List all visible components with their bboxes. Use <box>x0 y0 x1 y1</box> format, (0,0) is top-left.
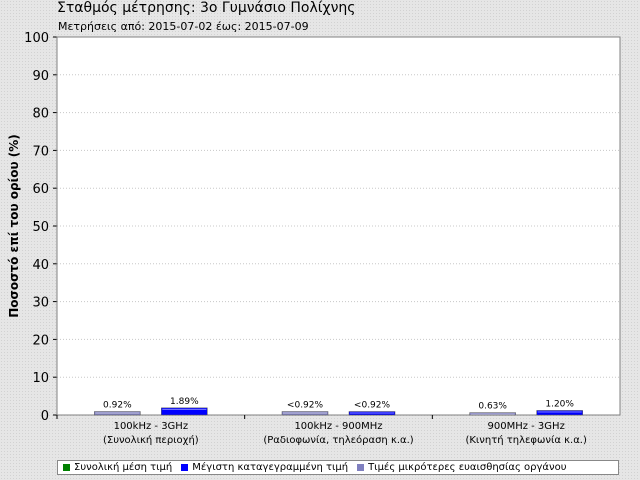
x-category-label: 100kHz - 3GHz <box>114 421 189 432</box>
legend-label-maximum: Μέγιστη καταγεγραμμένη τιμή <box>192 462 349 473</box>
chart-subtitle: Μετρήσεις από: 2015-07-02 έως: 2015-07-0… <box>58 20 309 33</box>
x-category-sublabel: (Ραδιοφωνία, τηλεόραση κ.α.) <box>263 434 413 446</box>
legend-swatch-average <box>63 464 70 471</box>
bar-highlight <box>95 412 140 414</box>
chart-legend: Συνολική μέση τιμή Μέγιστη καταγεγραμμέν… <box>57 460 619 475</box>
bar-highlight <box>350 412 394 414</box>
legend-label-below-sensitivity: Τιμές μικρότερες ευαισθησίας οργάνου <box>368 462 567 473</box>
y-tick-label: 30 <box>32 296 49 311</box>
data-label: 0.92% <box>103 401 132 411</box>
legend-item-maximum: Μέγιστη καταγεγραμμένη τιμή <box>181 462 348 473</box>
y-tick-label: 20 <box>32 333 49 348</box>
y-axis-label: Ποσοστό επί του ορίου (%) <box>7 134 21 318</box>
x-category-sublabel: (Συνολική περιοχή) <box>103 434 199 446</box>
y-tick-label: 40 <box>32 258 49 273</box>
bar-highlight <box>162 408 207 410</box>
bar <box>161 407 208 416</box>
y-tick-label: 0 <box>41 409 49 424</box>
legend-item-below-sensitivity: Τιμές μικρότερες ευαισθησίας οργάνου <box>357 462 567 473</box>
data-label: 0.63% <box>478 402 507 412</box>
chart-title: Σταθμός μέτρησης: 3ο Γυμνάσιο Πολίχνης <box>57 0 356 16</box>
legend-swatch-maximum <box>181 464 189 471</box>
y-tick-label: 10 <box>32 371 49 386</box>
y-tick-label: 60 <box>32 182 49 197</box>
data-label: <0.92% <box>354 401 391 411</box>
legend-label-average: Συνολική μέση τιμή <box>74 462 173 473</box>
data-label: 1.89% <box>170 397 199 407</box>
legend-swatch-below-sensitivity <box>357 464 365 471</box>
data-label: 1.20% <box>545 399 574 409</box>
bar-chart: 0 10 20 30 40 50 60 70 80 90 100 Ποσοστό επί του ορ… <box>7 31 621 446</box>
y-tick-label: 100 <box>24 31 49 46</box>
x-category-label: 100kHz - 900MHz <box>294 421 382 432</box>
bar-highlight <box>537 411 582 413</box>
y-tick-label: 80 <box>32 107 49 122</box>
data-label: <0.92% <box>287 401 324 411</box>
bar <box>536 410 583 416</box>
bar-highlight <box>470 413 515 415</box>
legend-item-average: Συνολική μέση τιμή <box>63 462 172 473</box>
plot-border <box>56 36 621 416</box>
bar-highlight <box>283 412 327 414</box>
y-tick-label: 50 <box>32 220 49 235</box>
x-category-label: 900MHz - 3GHz <box>487 421 564 432</box>
x-category-sublabel: (Κινητή τηλεφωνία κ.α.) <box>465 434 587 446</box>
y-tick-label: 70 <box>32 144 49 159</box>
y-tick-label: 90 <box>32 69 49 84</box>
